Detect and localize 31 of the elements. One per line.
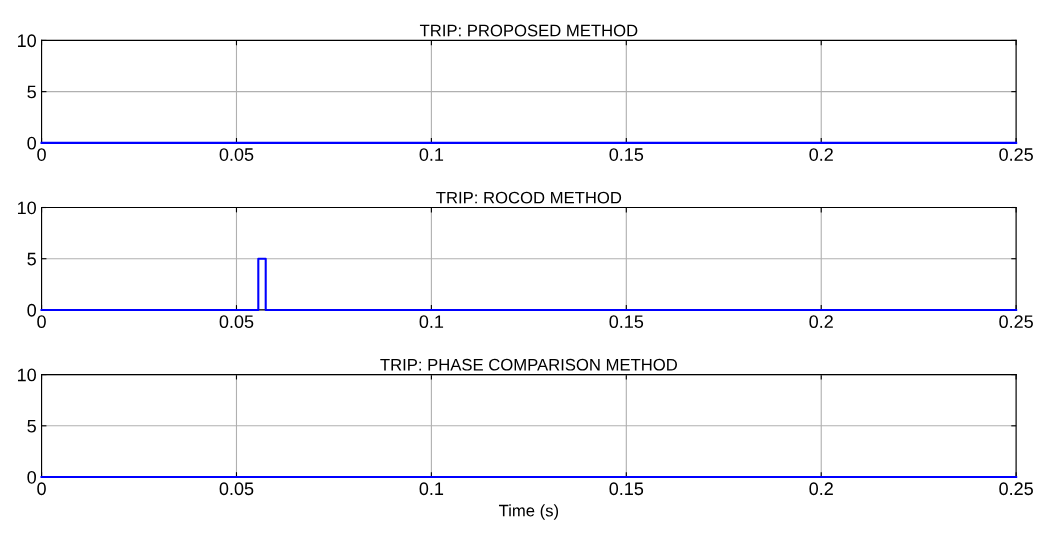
x-tick-label: 0 <box>37 482 46 496</box>
x-tick-label: 0 <box>37 148 46 161</box>
chart-title: TRIP: PROPOSED METHOD <box>419 24 638 37</box>
x-tick-label: 0.05 <box>219 315 254 329</box>
x-tick-label: 0.25 <box>999 315 1033 329</box>
x-tick-label: 0.2 <box>809 148 833 161</box>
x-tick-label: 0 <box>37 315 46 329</box>
x-tick-label: 0.1 <box>419 482 444 496</box>
y-tick-label: 10 <box>17 201 36 215</box>
x-tick-label: 0.15 <box>609 148 644 161</box>
x-tick-label: 0.2 <box>809 315 833 329</box>
x-tick-label: 0.05 <box>219 482 254 496</box>
y-tick-label: 10 <box>17 34 36 48</box>
x-axis-title: Time (s) <box>498 504 559 520</box>
x-tick-label: 0.05 <box>219 148 254 161</box>
y-tick-label: 0 <box>27 470 36 484</box>
x-tick-label: 0.1 <box>419 315 444 329</box>
y-tick-label: 5 <box>27 419 36 433</box>
y-tick-label: 10 <box>17 368 36 382</box>
x-tick-label: 0.15 <box>609 482 644 496</box>
x-tick-label: 0.15 <box>609 315 644 329</box>
x-tick-label: 0.1 <box>419 148 444 161</box>
chart-title: TRIP: PHASE COMPARISON METHOD <box>380 358 677 371</box>
x-tick-label: 0.2 <box>809 482 833 496</box>
y-tick-label: 5 <box>27 252 36 266</box>
y-tick-label: 0 <box>27 303 36 317</box>
x-tick-label: 0.25 <box>999 148 1033 161</box>
chart-title: TRIP: ROCOD METHOD <box>436 191 622 204</box>
y-tick-label: 5 <box>27 85 36 99</box>
x-tick-label: 0.25 <box>999 482 1033 496</box>
y-tick-label: 0 <box>27 136 36 150</box>
